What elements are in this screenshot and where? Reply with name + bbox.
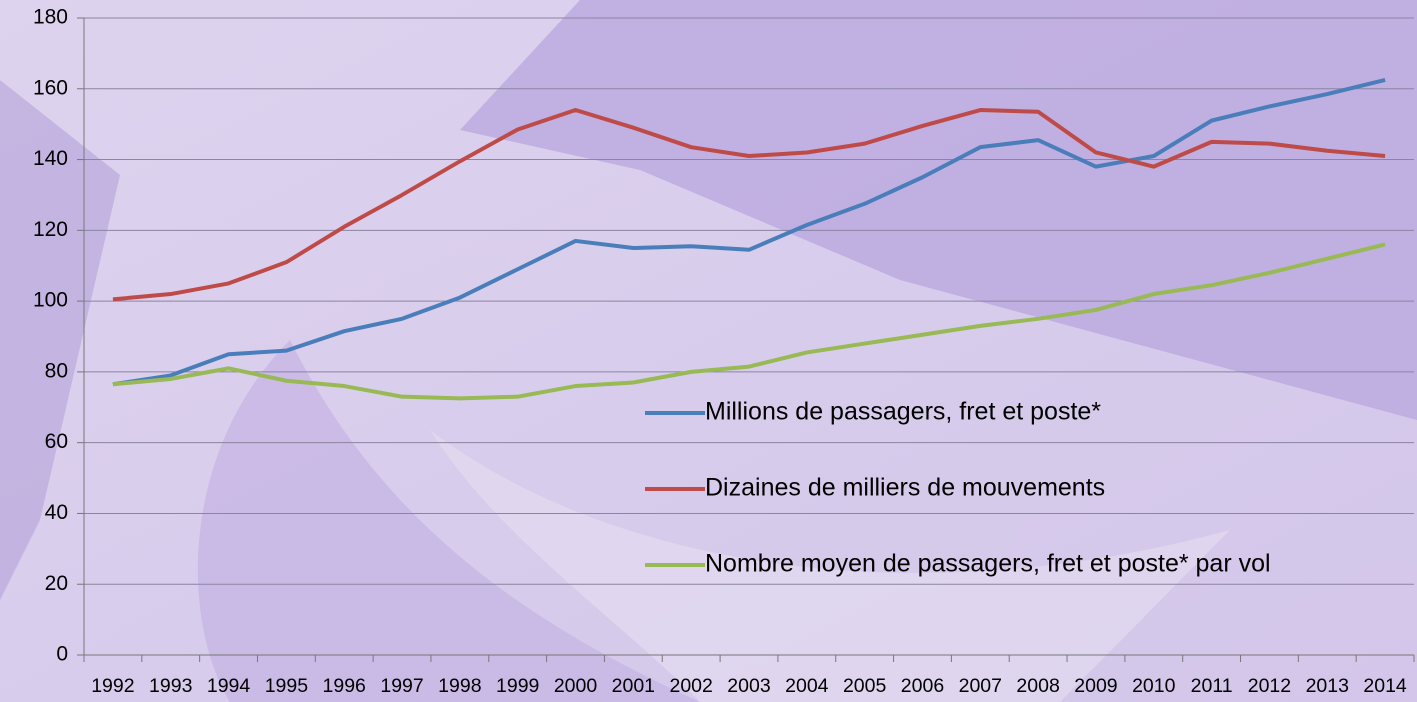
x-tick-label: 2002 (669, 675, 712, 697)
y-tick-label: 0 (56, 643, 68, 666)
y-tick-label: 40 (45, 501, 68, 524)
x-tick-label: 2006 (901, 675, 944, 697)
x-tick-label: 1999 (496, 675, 539, 697)
x-tick-label: 2012 (1248, 675, 1291, 697)
x-tick-label: 2009 (1074, 675, 1117, 697)
x-tick-label: 1992 (91, 675, 134, 697)
x-tick-label: 2007 (959, 675, 1002, 697)
x-tick-label: 2010 (1132, 675, 1176, 697)
y-tick-label: 120 (33, 218, 68, 241)
x-tick-label: 2011 (1191, 675, 1233, 697)
x-tick-label: 1997 (380, 675, 423, 697)
x-tick-label: 1994 (207, 675, 251, 697)
x-tick-label: 1995 (265, 675, 309, 697)
y-tick-label: 140 (33, 147, 68, 170)
x-tick-label: 2003 (727, 675, 770, 697)
x-tick-label: 2004 (785, 675, 829, 697)
y-tick-label: 100 (33, 289, 68, 312)
x-tick-label: 1998 (438, 675, 481, 697)
legend-label: Nombre moyen de passagers, fret et poste… (705, 550, 1271, 578)
x-tick-label: 2014 (1363, 675, 1407, 697)
y-tick-label: 180 (33, 6, 68, 29)
chart: 0 20 40 60 80 100 120 140 160 180 1992 1993 1994 1995… (0, 0, 1417, 702)
x-tick-label: 2001 (612, 675, 655, 697)
x-tick-label: 1993 (149, 675, 192, 697)
y-tick-label: 20 (45, 572, 68, 595)
x-tick-label: 2000 (554, 675, 598, 697)
x-tick-label: 2013 (1306, 675, 1349, 697)
x-tick-label: 2005 (843, 675, 887, 697)
legend-label: Dizaines de milliers de mouvements (705, 474, 1105, 502)
y-tick-label: 160 (33, 76, 68, 99)
x-tick-label: 2008 (1016, 675, 1059, 697)
x-tick-label: 1996 (323, 675, 366, 697)
y-tick-label: 80 (45, 359, 68, 382)
legend-label: Millions de passagers, fret et poste* (705, 398, 1101, 426)
y-tick-label: 60 (45, 430, 68, 453)
